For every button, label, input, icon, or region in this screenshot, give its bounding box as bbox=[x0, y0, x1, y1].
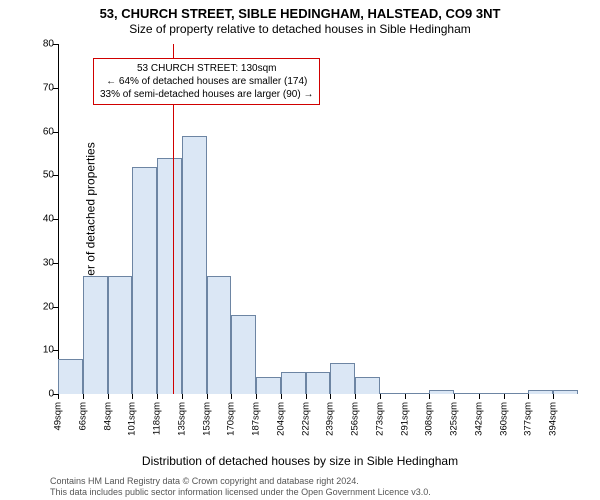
x-tick-label: 66sqm bbox=[77, 402, 88, 431]
x-tick-label: 101sqm bbox=[127, 402, 138, 436]
y-tick-mark bbox=[53, 132, 58, 133]
x-tick-label: 256sqm bbox=[350, 402, 361, 436]
x-tick-label: 325sqm bbox=[449, 402, 460, 436]
histogram-bar bbox=[380, 393, 405, 394]
histogram-bar bbox=[58, 359, 83, 394]
x-tick-label: 360sqm bbox=[498, 402, 509, 436]
x-tick-mark bbox=[182, 394, 183, 399]
x-tick-mark bbox=[306, 394, 307, 399]
histogram-bar bbox=[454, 393, 479, 394]
x-axis-label: Distribution of detached houses by size … bbox=[0, 454, 600, 468]
footer-text: Contains HM Land Registry data © Crown c… bbox=[50, 476, 431, 498]
y-tick-mark bbox=[53, 350, 58, 351]
x-tick-label: 135sqm bbox=[176, 402, 187, 436]
x-tick-label: 153sqm bbox=[201, 402, 212, 436]
histogram-bar bbox=[182, 136, 207, 394]
histogram-bar bbox=[132, 167, 157, 395]
x-tick-mark bbox=[330, 394, 331, 399]
y-tick-mark bbox=[53, 175, 58, 176]
y-tick-mark bbox=[53, 263, 58, 264]
x-tick-label: 308sqm bbox=[424, 402, 435, 436]
y-tick-mark bbox=[53, 219, 58, 220]
x-tick-mark bbox=[479, 394, 480, 399]
chart-area: 01020304050607080 49sqm66sqm84sqm101sqm1… bbox=[58, 44, 578, 394]
y-tick-mark bbox=[53, 88, 58, 89]
x-tick-mark bbox=[207, 394, 208, 399]
annotation-line2: ← 64% of detached houses are smaller (17… bbox=[100, 75, 313, 88]
y-axis-line bbox=[58, 44, 59, 394]
x-tick-label: 394sqm bbox=[548, 402, 559, 436]
x-tick-mark bbox=[528, 394, 529, 399]
histogram-bar bbox=[528, 390, 553, 394]
x-tick-mark bbox=[231, 394, 232, 399]
x-tick-label: 342sqm bbox=[473, 402, 484, 436]
footer-line1: Contains HM Land Registry data © Crown c… bbox=[50, 476, 431, 487]
x-tick-mark bbox=[429, 394, 430, 399]
x-tick-label: 291sqm bbox=[399, 402, 410, 436]
x-tick-mark bbox=[132, 394, 133, 399]
x-tick-mark bbox=[83, 394, 84, 399]
x-tick-mark bbox=[380, 394, 381, 399]
x-tick-mark bbox=[157, 394, 158, 399]
histogram-bar bbox=[330, 363, 355, 394]
histogram-bar bbox=[83, 276, 108, 394]
histogram-bar bbox=[108, 276, 133, 394]
x-tick-label: 187sqm bbox=[251, 402, 262, 436]
x-tick-mark bbox=[58, 394, 59, 399]
x-tick-label: 222sqm bbox=[300, 402, 311, 436]
y-tick-mark bbox=[53, 307, 58, 308]
x-tick-mark bbox=[355, 394, 356, 399]
page-title-address: 53, CHURCH STREET, SIBLE HEDINGHAM, HALS… bbox=[0, 6, 600, 21]
x-tick-label: 239sqm bbox=[325, 402, 336, 436]
x-tick-label: 84sqm bbox=[102, 402, 113, 431]
x-tick-mark bbox=[281, 394, 282, 399]
histogram-bar bbox=[306, 372, 331, 394]
x-tick-mark bbox=[256, 394, 257, 399]
histogram-bar bbox=[479, 393, 504, 394]
x-tick-label: 118sqm bbox=[152, 402, 163, 435]
x-tick-label: 273sqm bbox=[374, 402, 385, 436]
x-tick-label: 377sqm bbox=[523, 402, 534, 436]
histogram-bar bbox=[256, 377, 281, 395]
x-tick-mark bbox=[504, 394, 505, 399]
x-tick-label: 49sqm bbox=[53, 402, 64, 431]
histogram-bar bbox=[429, 390, 454, 394]
x-tick-mark bbox=[553, 394, 554, 399]
histogram-bar bbox=[553, 390, 578, 394]
annotation-line3: 33% of semi-detached houses are larger (… bbox=[100, 88, 313, 101]
histogram-bar bbox=[281, 372, 306, 394]
histogram-bar bbox=[207, 276, 232, 394]
histogram-bar bbox=[231, 315, 256, 394]
footer-line2: This data includes public sector informa… bbox=[50, 487, 431, 498]
histogram-bar bbox=[405, 393, 430, 394]
annotation-line1: 53 CHURCH STREET: 130sqm bbox=[100, 62, 313, 75]
histogram-bar bbox=[157, 158, 182, 394]
x-tick-mark bbox=[405, 394, 406, 399]
histogram-bar bbox=[355, 377, 380, 395]
x-tick-label: 170sqm bbox=[226, 402, 237, 436]
x-tick-label: 204sqm bbox=[275, 402, 286, 436]
page-title-subtitle: Size of property relative to detached ho… bbox=[0, 22, 600, 36]
x-tick-mark bbox=[454, 394, 455, 399]
annotation-box: 53 CHURCH STREET: 130sqm ← 64% of detach… bbox=[93, 58, 320, 105]
histogram-bar bbox=[504, 393, 529, 394]
y-tick-mark bbox=[53, 44, 58, 45]
x-tick-mark bbox=[108, 394, 109, 399]
